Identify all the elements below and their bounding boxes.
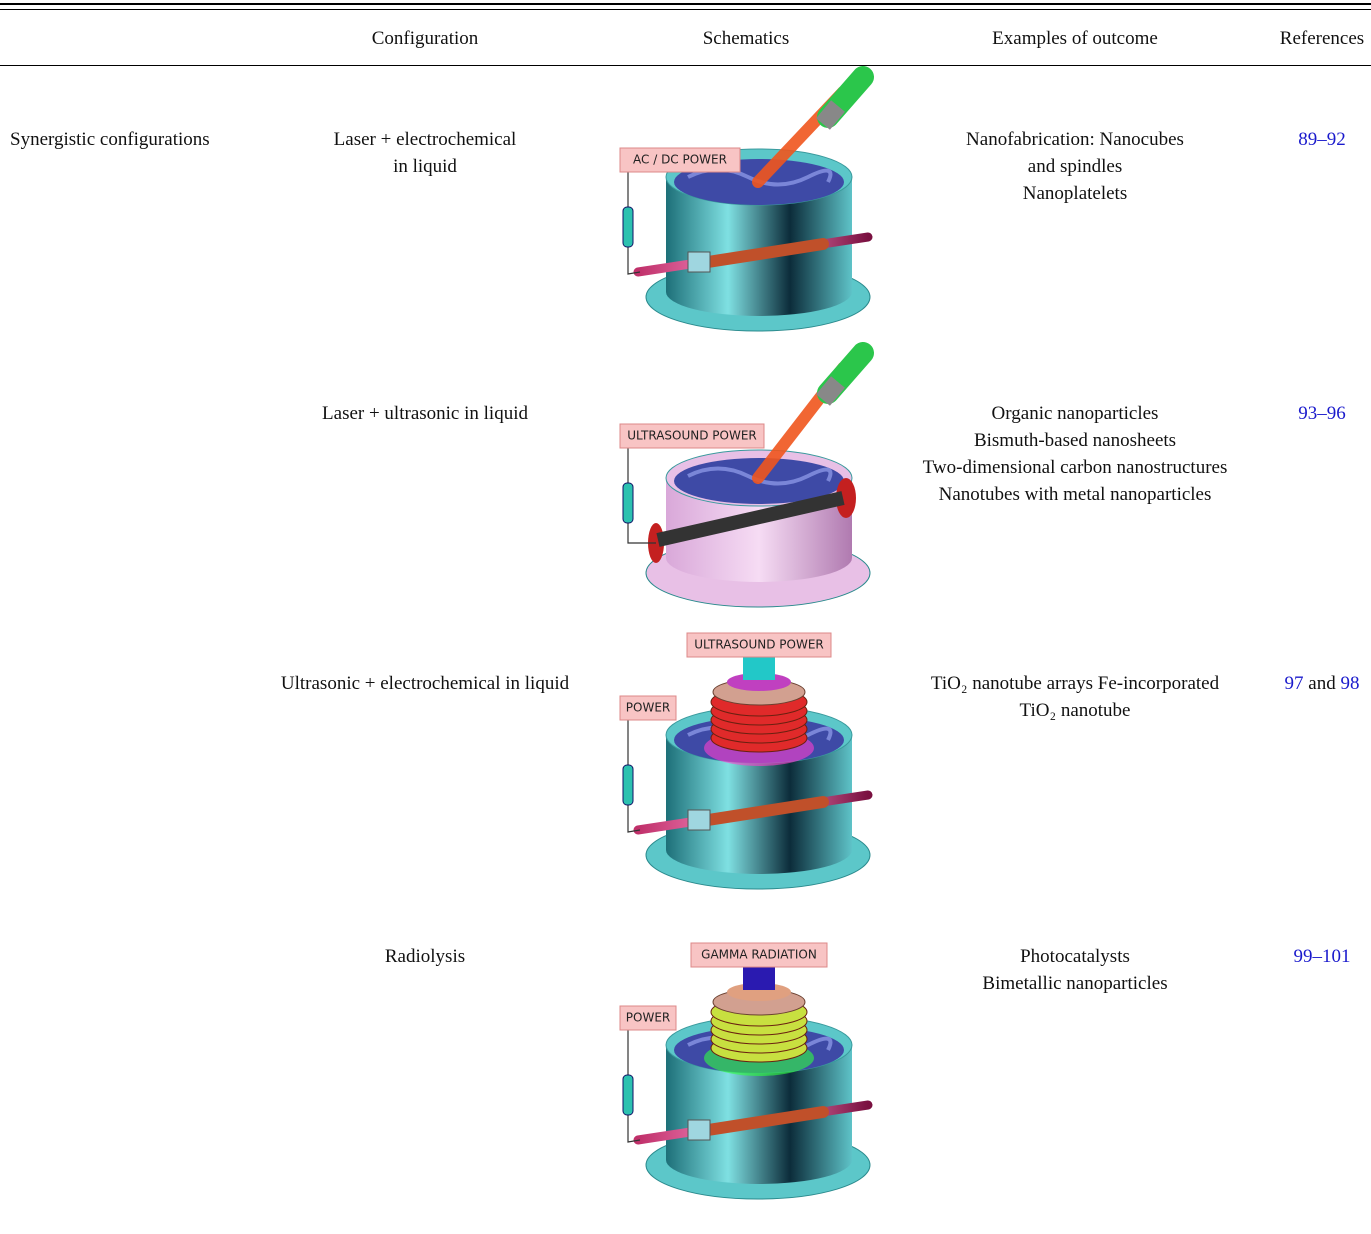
clamp xyxy=(687,251,711,273)
outcome: Photocatalysts xyxy=(1020,946,1130,967)
references: 97 and 98 xyxy=(1285,670,1360,697)
resistor xyxy=(622,1074,634,1116)
wire xyxy=(627,440,656,544)
wire xyxy=(627,164,641,275)
top-rule xyxy=(0,3,1371,5)
configuration: Laser + ultrasonic in liquid xyxy=(322,403,528,424)
rod-core xyxy=(702,238,829,268)
schematic-label: ULTRASOUND POWER xyxy=(694,638,824,652)
header: References xyxy=(1279,28,1365,49)
reference-link[interactable]: 98 xyxy=(1340,673,1360,694)
references: 93–96 xyxy=(1298,400,1346,427)
clamp xyxy=(687,1119,711,1141)
outcome: Nanotubes with metal nanoparticles xyxy=(938,484,1212,505)
rod xyxy=(656,491,845,547)
header: Schematics xyxy=(702,28,790,49)
schematic-label: AC / DC POWER xyxy=(633,153,727,167)
header-rule xyxy=(0,65,1371,66)
references: 89–92 xyxy=(1298,126,1346,153)
label-box xyxy=(686,632,832,658)
top-rule xyxy=(0,9,1371,10)
label-box xyxy=(619,695,677,721)
schematic-label: POWER xyxy=(626,701,670,715)
schematic-label: POWER xyxy=(626,1011,670,1025)
references: 99–101 xyxy=(1294,943,1351,970)
resistor xyxy=(622,482,634,524)
outcome: Organic nanoparticles xyxy=(991,403,1159,424)
vessel-bottom xyxy=(666,1136,852,1184)
configuration: Ultrasonic + electrochemical in liquid xyxy=(280,673,570,694)
rod-core xyxy=(702,1106,829,1136)
resistor xyxy=(622,764,634,806)
laser-head-ring xyxy=(816,376,845,406)
outcome: Bimetallic nanoparticles xyxy=(982,973,1168,994)
outcome: TiO₂ nanotube xyxy=(1019,700,1131,721)
wire xyxy=(627,1022,641,1143)
reference-link[interactable]: 89–92 xyxy=(1298,129,1346,150)
clamp xyxy=(687,809,711,831)
wire xyxy=(627,712,641,833)
configuration: Laser + electrochemical xyxy=(333,129,517,150)
vessel-bottom xyxy=(666,268,852,316)
vessel-bottom xyxy=(666,826,852,874)
label-box xyxy=(619,147,741,173)
configuration: in liquid xyxy=(393,156,457,177)
reference-link[interactable]: 97 xyxy=(1284,673,1304,694)
rod-core xyxy=(702,796,829,826)
outcome: and spindles xyxy=(1027,156,1123,177)
schematic: GAMMA RADIATION POWER xyxy=(619,942,873,1200)
vessel-bottom xyxy=(666,534,852,582)
outcome: TiO₂ nanotube arrays Fe-incorporated xyxy=(930,673,1220,694)
label-box xyxy=(619,1005,677,1031)
schematic-label: ULTRASOUND POWER xyxy=(627,429,757,443)
label-box xyxy=(690,942,828,968)
header: Examples of outcome xyxy=(992,28,1158,49)
liquid-wave xyxy=(687,466,833,486)
schematic: ULTRASOUND POWER POWER xyxy=(619,632,873,890)
outcome: Nanofabrication: Nanocubes xyxy=(966,129,1184,150)
schematic: AC / DC POWER xyxy=(619,66,874,332)
schematic: ULTRASOUND POWER xyxy=(619,342,874,608)
label-box xyxy=(619,423,765,449)
reference-link[interactable]: 99–101 xyxy=(1293,946,1351,967)
outcome: Bismuth-based nanosheets xyxy=(973,430,1177,451)
schematic-label: GAMMA RADIATION xyxy=(701,948,817,962)
header: Configuration xyxy=(371,28,479,49)
laser-head-ring xyxy=(816,100,845,130)
resistor xyxy=(622,206,634,248)
outcome: Two-dimensional carbon nanostructures xyxy=(922,457,1228,478)
group-label: Synergistic configurations xyxy=(10,129,210,150)
outcome: Nanoplatelets xyxy=(1022,183,1128,204)
reference-joiner: and xyxy=(1308,673,1336,694)
flange xyxy=(836,478,856,518)
configuration: Radiolysis xyxy=(384,946,466,967)
reference-link[interactable]: 93–96 xyxy=(1298,403,1346,424)
